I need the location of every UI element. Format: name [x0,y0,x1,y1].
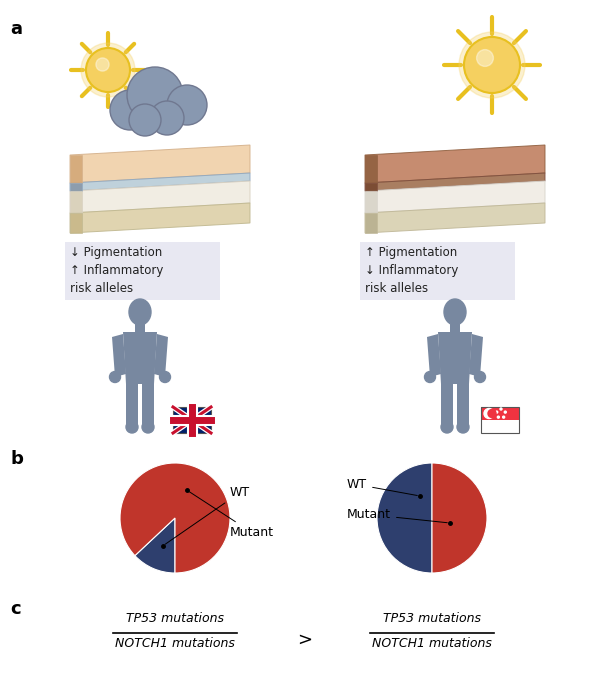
Text: TP53 mutations: TP53 mutations [383,612,481,625]
Circle shape [142,421,154,433]
Polygon shape [70,191,82,213]
Text: b: b [10,450,23,468]
Circle shape [160,371,171,382]
Text: ↓ Pigmentation
↑ Inflammatory
risk alleles: ↓ Pigmentation ↑ Inflammatory risk allel… [70,246,163,295]
Polygon shape [441,384,453,427]
Polygon shape [112,334,126,377]
Text: WT: WT [165,486,250,544]
Text: >: > [298,631,313,649]
Circle shape [129,104,161,136]
Polygon shape [457,384,469,427]
Polygon shape [365,145,545,183]
Polygon shape [70,203,250,233]
Circle shape [503,416,505,418]
Polygon shape [142,384,154,427]
Circle shape [495,411,498,413]
Circle shape [488,410,496,417]
Bar [481,407,519,433]
Polygon shape [154,334,168,377]
Polygon shape [427,334,441,377]
Bar [173,407,211,433]
Polygon shape [70,173,250,191]
Circle shape [441,421,453,433]
Polygon shape [135,324,145,332]
Circle shape [505,411,506,413]
Wedge shape [377,463,432,573]
Polygon shape [123,332,157,384]
Text: TP53 mutations: TP53 mutations [126,612,224,625]
Circle shape [459,32,525,98]
Circle shape [474,371,485,382]
Polygon shape [365,213,377,233]
Wedge shape [120,463,230,573]
Text: ↑ Pigmentation
↓ Inflammatory
risk alleles: ↑ Pigmentation ↓ Inflammatory risk allel… [365,246,459,295]
Circle shape [500,408,502,410]
Circle shape [96,58,109,71]
Ellipse shape [129,299,151,325]
Wedge shape [432,463,487,573]
Circle shape [464,37,520,93]
Text: WT: WT [347,478,417,495]
Text: a: a [10,20,22,38]
Polygon shape [469,334,483,377]
FancyBboxPatch shape [65,242,220,300]
Text: NOTCH1 mutations: NOTCH1 mutations [372,637,492,650]
Polygon shape [365,155,377,183]
Circle shape [110,371,120,382]
Circle shape [425,371,436,382]
Circle shape [457,421,469,433]
Circle shape [110,90,150,130]
Circle shape [86,48,130,92]
Polygon shape [70,213,82,233]
Polygon shape [70,183,82,191]
Circle shape [484,408,494,419]
Polygon shape [365,203,545,233]
Circle shape [126,421,138,433]
Circle shape [167,85,207,125]
Bar [481,420,519,433]
Wedge shape [135,518,175,573]
Text: c: c [10,600,21,618]
Polygon shape [126,384,138,427]
Polygon shape [70,145,250,183]
Ellipse shape [444,299,466,325]
Polygon shape [70,155,82,183]
Polygon shape [70,181,250,213]
Circle shape [81,43,135,97]
Text: Mutant: Mutant [347,508,447,523]
Circle shape [477,49,494,66]
Bar [481,407,519,420]
Polygon shape [365,181,545,213]
Polygon shape [450,324,460,332]
Text: Mutant: Mutant [189,492,274,539]
Circle shape [497,416,499,418]
Circle shape [150,101,184,135]
Circle shape [127,67,183,123]
Polygon shape [365,173,545,191]
Polygon shape [365,191,377,213]
Polygon shape [438,332,472,384]
FancyBboxPatch shape [360,242,515,300]
Text: NOTCH1 mutations: NOTCH1 mutations [115,637,235,650]
Polygon shape [365,183,377,191]
